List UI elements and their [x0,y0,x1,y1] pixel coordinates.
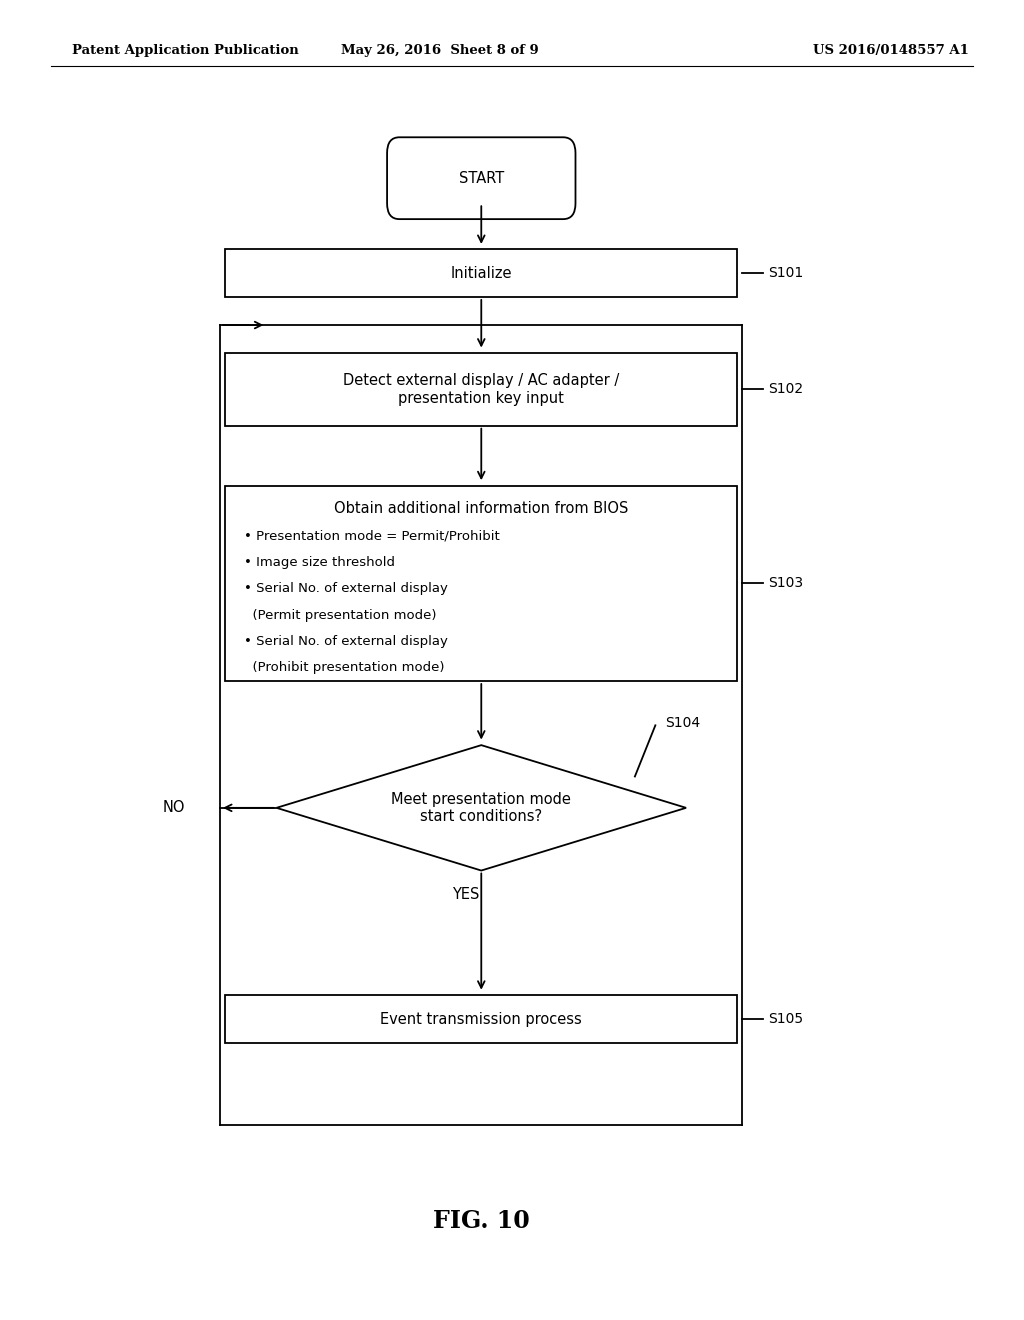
Text: Obtain additional information from BIOS: Obtain additional information from BIOS [334,500,629,516]
Text: S103: S103 [768,577,803,590]
Text: • Serial No. of external display: • Serial No. of external display [244,582,447,595]
Bar [225,995,737,1043]
Text: • Presentation mode = Permit/Prohibit: • Presentation mode = Permit/Prohibit [244,529,500,543]
Text: May 26, 2016  Sheet 8 of 9: May 26, 2016 Sheet 8 of 9 [341,44,540,57]
Polygon shape [276,744,686,871]
Bar [225,486,737,681]
Text: Initialize: Initialize [451,265,512,281]
Text: • Serial No. of external display: • Serial No. of external display [244,635,447,648]
Text: Meet presentation mode
start conditions?: Meet presentation mode start conditions? [391,792,571,824]
Text: Event transmission process: Event transmission process [380,1011,583,1027]
Text: S105: S105 [768,1012,803,1026]
Text: NO: NO [163,800,185,816]
Text: (Permit presentation mode): (Permit presentation mode) [244,609,436,622]
Text: START: START [459,170,504,186]
Bar [225,249,737,297]
Text: FIG. 10: FIG. 10 [433,1209,529,1233]
Text: S102: S102 [768,383,803,396]
Bar [225,354,737,425]
Text: S104: S104 [666,715,700,730]
Text: (Prohibit presentation mode): (Prohibit presentation mode) [244,661,444,675]
Text: Patent Application Publication: Patent Application Publication [72,44,298,57]
Text: US 2016/0148557 A1: US 2016/0148557 A1 [813,44,969,57]
Text: Detect external display / AC adapter /
presentation key input: Detect external display / AC adapter / p… [343,374,620,405]
Text: YES: YES [453,887,479,902]
Text: S101: S101 [768,267,803,280]
Text: • Image size threshold: • Image size threshold [244,556,394,569]
FancyBboxPatch shape [387,137,575,219]
